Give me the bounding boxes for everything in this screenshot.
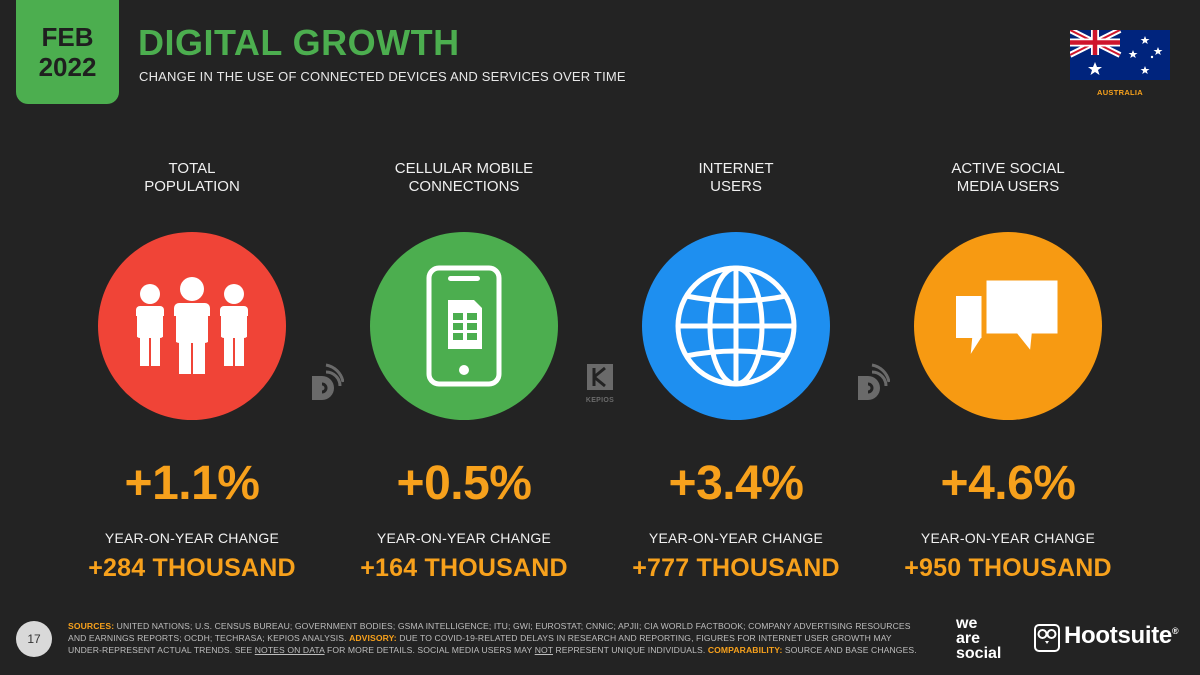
kepios-logo-icon xyxy=(587,364,613,390)
notes-on-data-link[interactable]: NOTES ON DATA xyxy=(254,645,325,655)
date-month: FEB xyxy=(41,22,94,52)
stat-label: INTERNET USERS xyxy=(698,160,774,195)
kepios-logo: KEPIOS xyxy=(582,362,618,404)
stat-yoy-label: YEAR-ON-YEAR CHANGE xyxy=(104,530,280,546)
page-subtitle: CHANGE IN THE USE OF CONNECTED DEVICES A… xyxy=(139,69,626,84)
stat-label: TOTAL POPULATION xyxy=(144,160,240,195)
kepios-label: KEPIOS xyxy=(585,397,615,404)
stat-absolute: +777 THOUSAND xyxy=(632,554,840,582)
stat-percent: +0.5% xyxy=(396,457,532,510)
australia-flag-icon xyxy=(1070,30,1170,80)
stat-yoy-label: YEAR-ON-YEAR CHANGE xyxy=(648,530,824,546)
stat-internet-users: INTERNET USERS +3.4% YEAR-ON-YEAR CHANGE… xyxy=(616,160,856,583)
datareportal-logo-icon xyxy=(858,363,890,400)
stat-active-social-media-users: ACTIVE SOCIAL MEDIA USERS +4.6% YEAR-ON-… xyxy=(888,160,1128,583)
stat-absolute: +284 THOUSAND xyxy=(88,554,296,582)
stat-percent: +1.1% xyxy=(124,457,260,510)
page-number: 17 xyxy=(16,621,52,657)
stat-absolute: +164 THOUSAND xyxy=(360,554,568,582)
date-year: 2022 xyxy=(38,52,97,82)
hootsuite-owl-icon xyxy=(1034,624,1060,652)
mobile-phone-icon xyxy=(426,265,502,387)
hootsuite-logo: Hootsuite® xyxy=(1064,622,1179,649)
stat-label: ACTIVE SOCIAL MEDIA USERS xyxy=(951,160,1065,195)
datareportal-logo-icon xyxy=(312,363,344,400)
stat-percent: +4.6% xyxy=(940,457,1076,510)
stat-cellular-mobile-connections: CELLULAR MOBILE CONNECTIONS +0.5% YEAR-O… xyxy=(344,160,584,583)
stat-circle xyxy=(98,232,286,420)
stat-yoy-label: YEAR-ON-YEAR CHANGE xyxy=(376,530,552,546)
page-title: DIGITAL GROWTH xyxy=(138,22,460,63)
stat-absolute: +950 THOUSAND xyxy=(904,554,1112,582)
date-badge: FEB 2022 xyxy=(16,0,119,104)
stat-percent: +3.4% xyxy=(668,457,804,510)
stat-circle xyxy=(914,232,1102,420)
stat-total-population: TOTAL POPULATION +1.1% YEAR-ON-YEAR C xyxy=(72,160,312,583)
people-icon xyxy=(135,277,249,374)
stat-yoy-label: YEAR-ON-YEAR CHANGE xyxy=(920,530,1096,546)
chat-bubbles-icon xyxy=(952,275,1063,364)
we-are-social-logo: we are social xyxy=(956,615,1002,662)
stat-circle xyxy=(370,232,558,420)
footer-sources: SOURCES: UNITED NATIONS; U.S. CENSUS BUR… xyxy=(68,621,917,655)
globe-icon xyxy=(675,265,797,387)
stat-label: CELLULAR MOBILE CONNECTIONS xyxy=(394,160,534,195)
country-label: AUSTRALIA xyxy=(1096,88,1144,97)
stat-circle xyxy=(642,232,830,420)
